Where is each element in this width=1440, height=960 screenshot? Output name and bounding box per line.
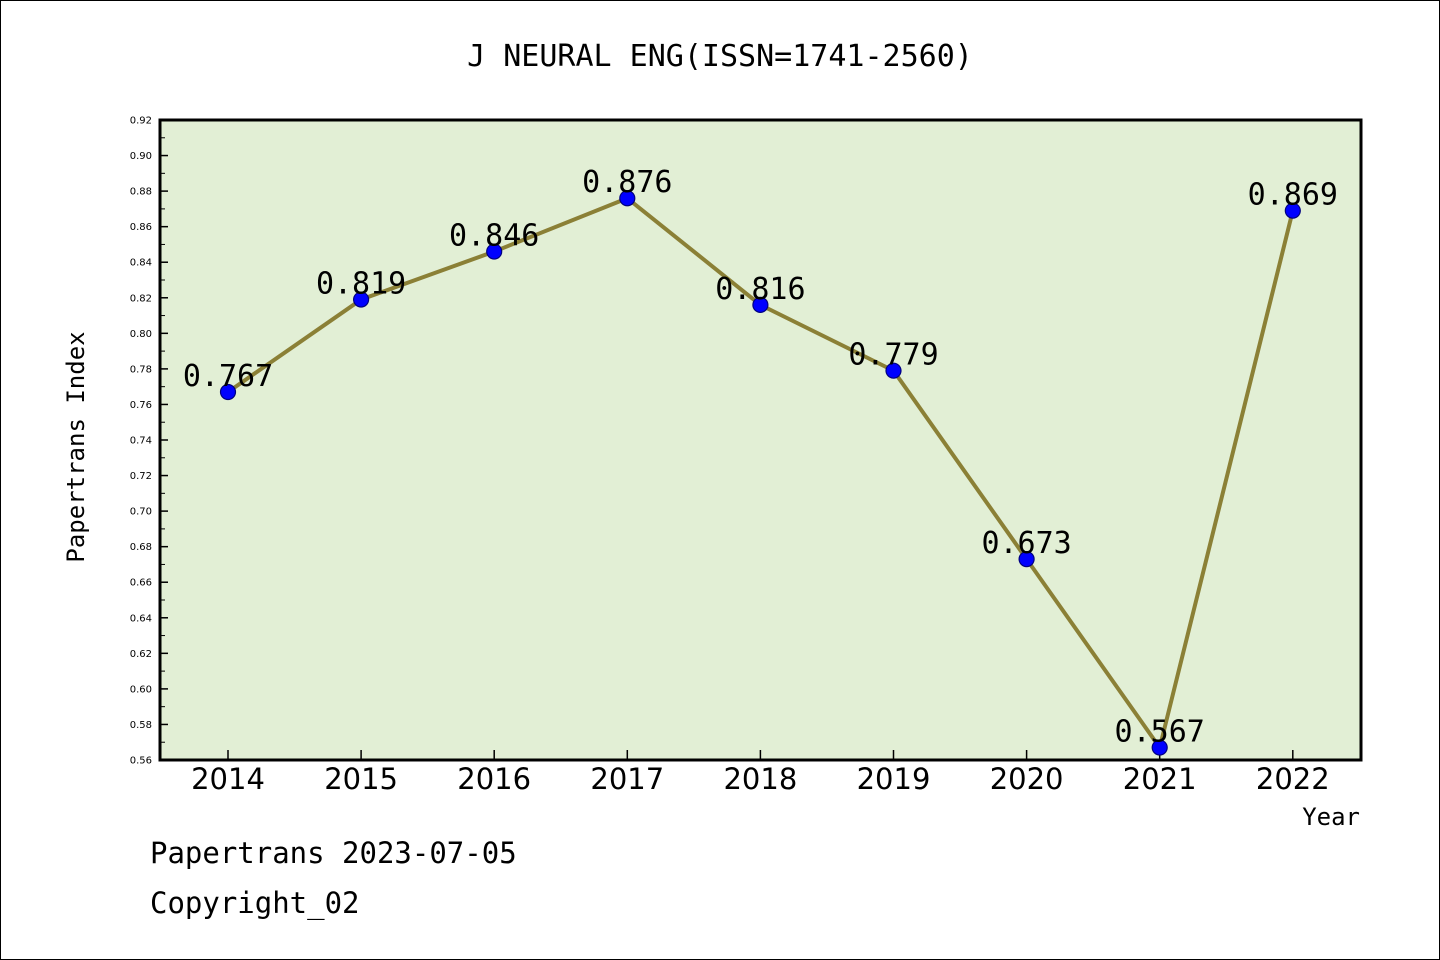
- data-label: 0.869: [1248, 178, 1338, 213]
- chart-title: J NEURAL ENG(ISSN=1741-2560): [467, 39, 973, 74]
- x-tick-label: 2020: [990, 762, 1064, 796]
- y-tick-label: 0.74: [130, 436, 152, 447]
- y-tick-label: 0.62: [130, 649, 152, 660]
- x-tick-label: 2015: [324, 762, 398, 796]
- data-point: [353, 291, 370, 308]
- y-tick-label: 0.84: [130, 258, 152, 269]
- x-axis: 2014 2015 2016 2017 2018 2019 2020 2021 2022: [191, 750, 1330, 796]
- x-tick-label: 2018: [723, 762, 797, 796]
- data-point: [486, 243, 503, 260]
- y-tick-label: 0.92: [130, 116, 152, 127]
- data-label: 0.816: [715, 272, 805, 307]
- y-axis: 0.56 0.58 0.60 0.62 0.64 0.66 0.68 0.70 0.72 0.74…: [130, 116, 168, 767]
- data-point: [619, 190, 636, 207]
- y-tick-label: 0.88: [130, 187, 152, 198]
- footer-copyright: Copyright_02: [150, 886, 360, 920]
- data-point: [1284, 202, 1301, 219]
- y-tick-label: 0.90: [130, 151, 152, 162]
- data-point: [1151, 739, 1168, 756]
- y-tick-label: 0.86: [130, 222, 152, 233]
- y-tick-label: 0.70: [130, 507, 152, 518]
- data-label: 0.846: [449, 219, 539, 254]
- x-tick-label: 2014: [191, 762, 265, 796]
- y-tick-label: 0.80: [130, 329, 152, 340]
- y-tick-label: 0.60: [130, 684, 152, 695]
- data-label: 0.876: [582, 165, 672, 200]
- x-axis-label: Year: [1302, 803, 1360, 831]
- x-tick-label: 2017: [590, 762, 664, 796]
- data-label: 0.673: [981, 526, 1071, 561]
- footer-date: Papertrans 2023-07-05: [150, 836, 517, 870]
- data-label: 0.779: [848, 338, 938, 373]
- data-point: [885, 362, 902, 379]
- y-tick-label: 0.64: [130, 613, 152, 624]
- data-label: 0.567: [1115, 715, 1205, 750]
- data-point: [219, 383, 237, 401]
- x-tick-label: 2019: [857, 762, 931, 796]
- data-point: [1018, 551, 1035, 568]
- y-tick-label: 0.78: [130, 364, 152, 375]
- x-tick-label: 2016: [457, 762, 531, 796]
- y-tick-label: 0.68: [130, 542, 152, 553]
- x-tick-label: 2022: [1256, 762, 1330, 796]
- x-tick-label: 2021: [1123, 762, 1197, 796]
- y-tick-label: 0.66: [130, 578, 152, 589]
- data-label: 0.819: [316, 267, 406, 302]
- data-labels: 0.767 0.819 0.846 0.876 0.816 0.779 0.673 0.567…: [183, 165, 1338, 749]
- data-point: [752, 296, 769, 313]
- y-tick-label: 0.72: [130, 471, 152, 482]
- data-points: [219, 190, 1301, 756]
- y-tick-label: 0.58: [130, 720, 152, 731]
- plot-area: [158, 118, 1363, 762]
- y-axis-label: Papertrans Index: [62, 331, 90, 562]
- y-tick-label: 0.82: [130, 293, 152, 304]
- y-tick-label: 0.56: [130, 756, 152, 767]
- y-tick-label: 0.76: [130, 400, 152, 411]
- data-label: 0.767: [183, 359, 273, 394]
